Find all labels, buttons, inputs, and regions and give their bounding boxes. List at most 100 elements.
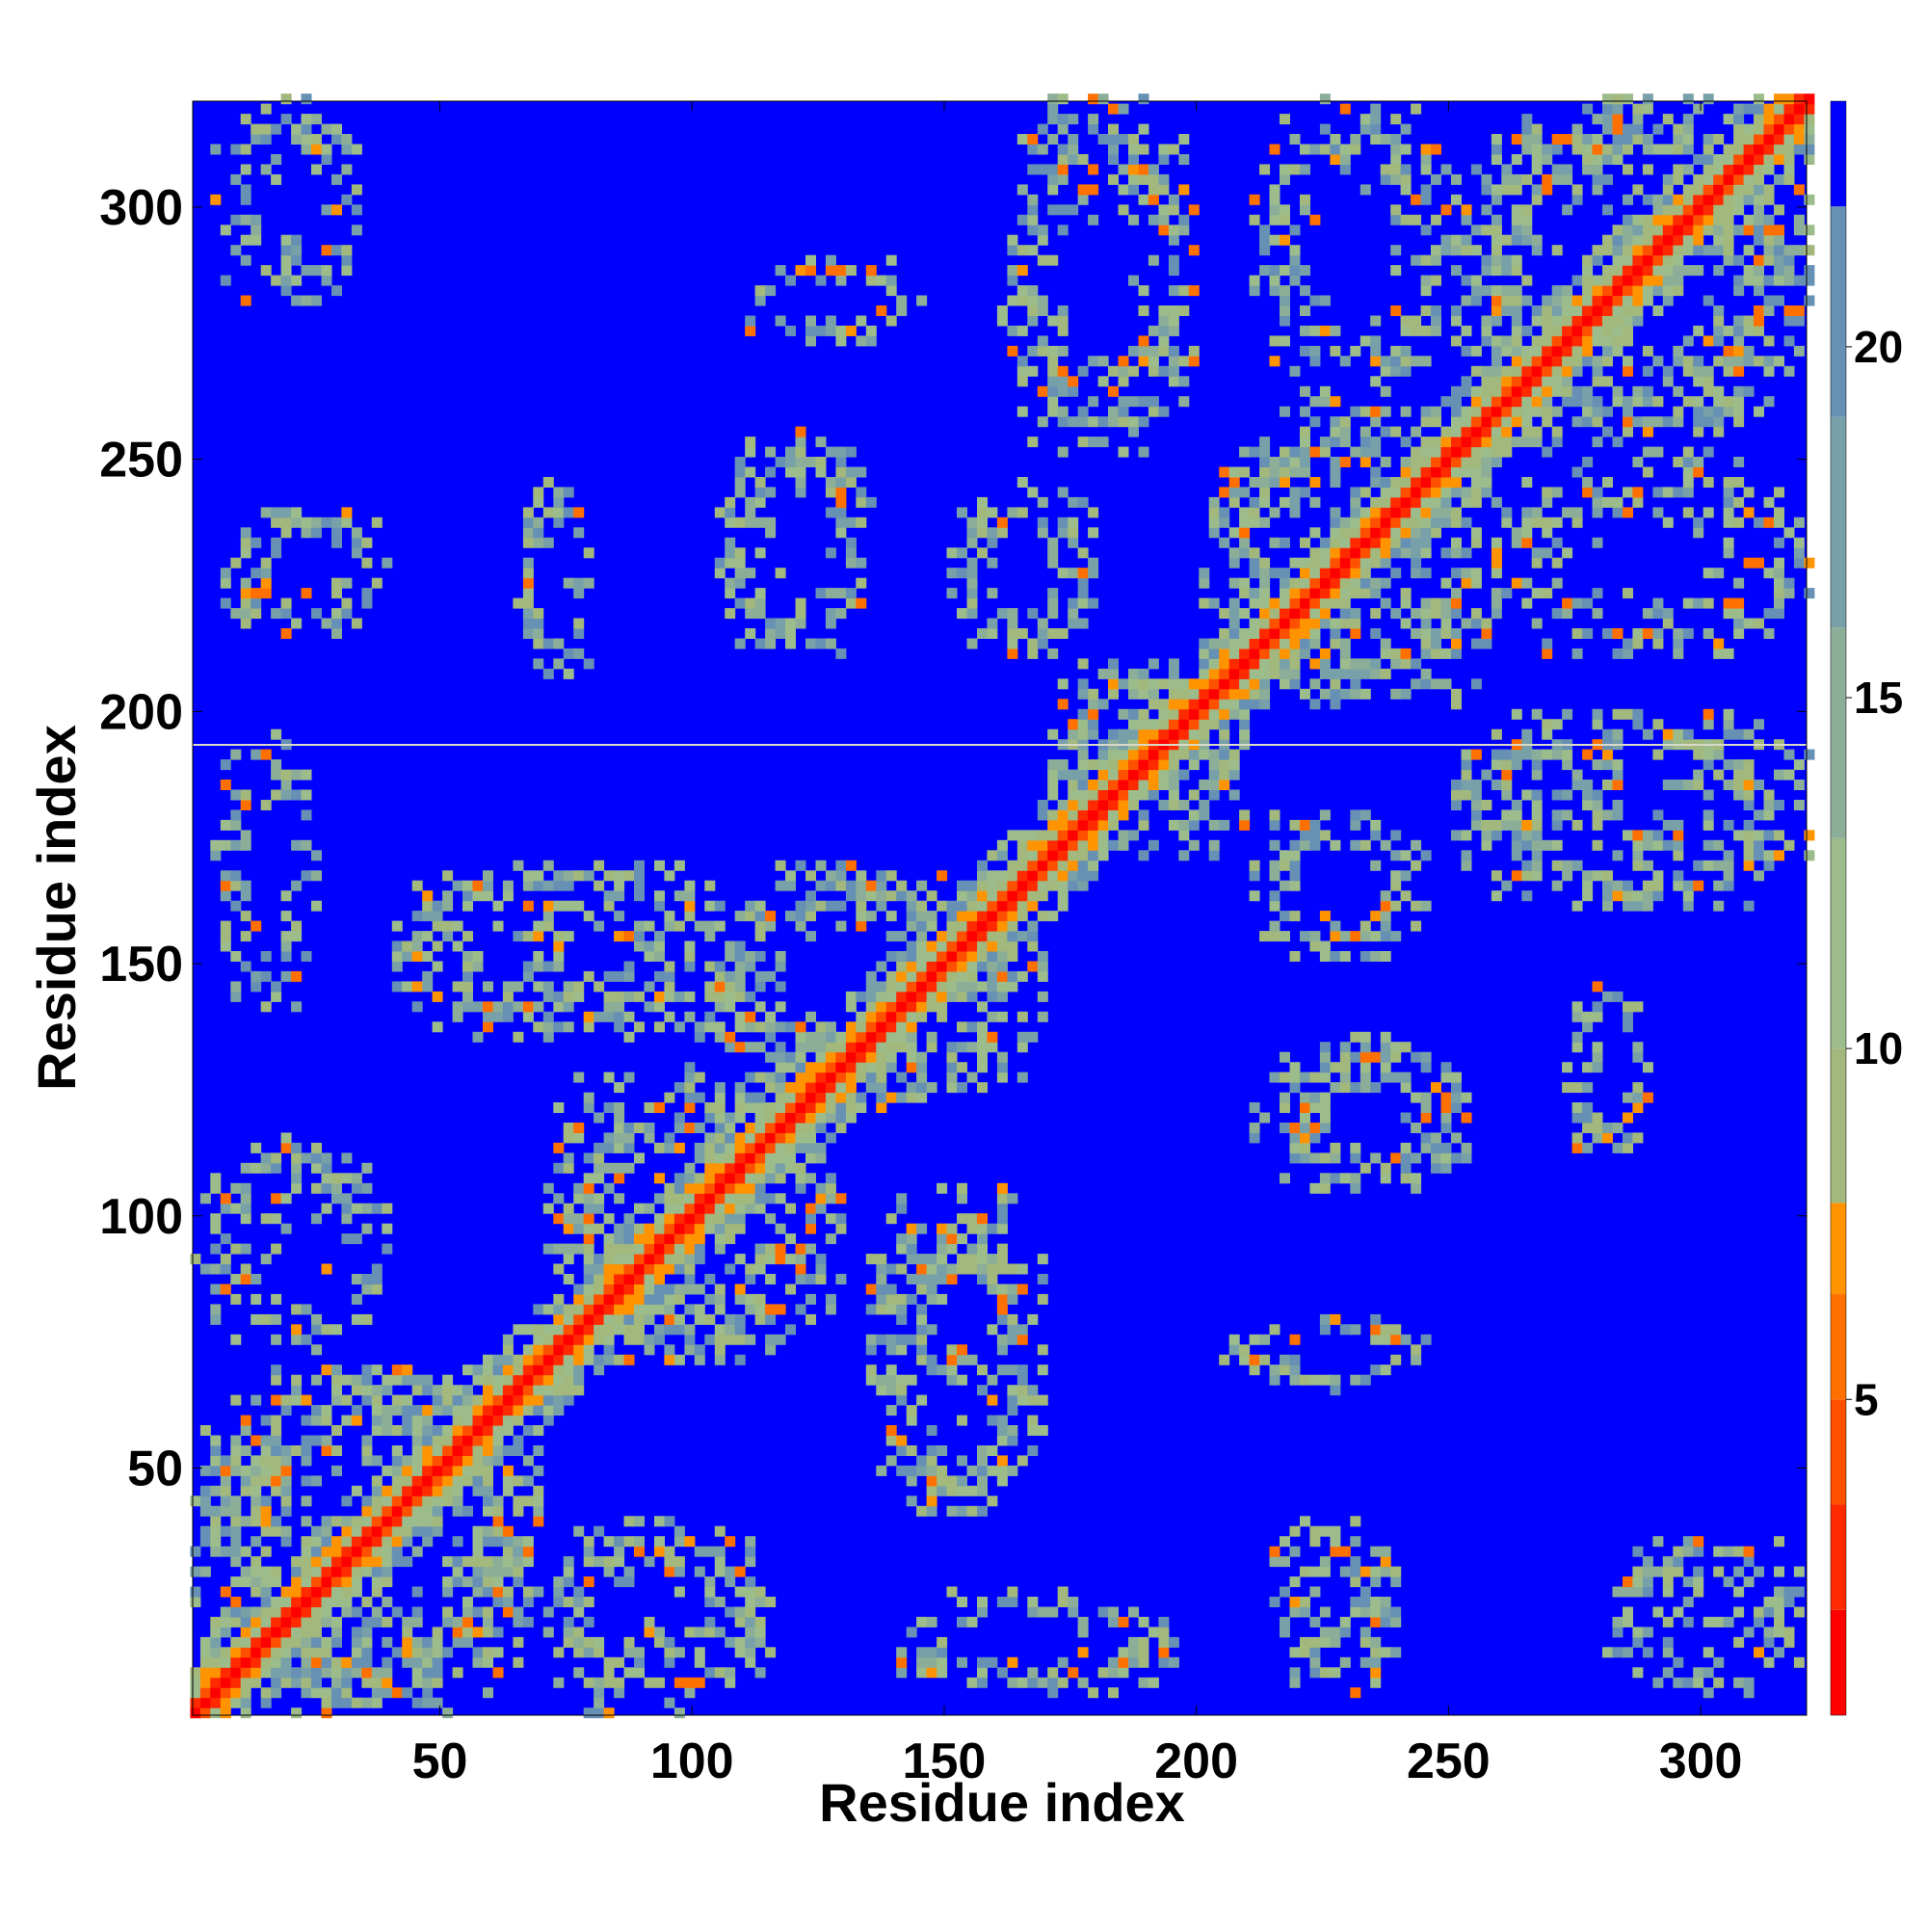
heatmap-cell: [1481, 446, 1492, 458]
heatmap-cell: [1481, 416, 1492, 428]
heatmap-cell: [371, 1677, 383, 1688]
heatmap-cell: [835, 920, 847, 932]
heatmap-cell: [1481, 819, 1492, 831]
heatmap-cell: [1300, 638, 1310, 649]
heatmap-cell: [1300, 830, 1310, 841]
heatmap-cell: [1359, 507, 1371, 518]
heatmap-cell: [311, 295, 322, 306]
heatmap-cell: [522, 961, 534, 972]
heatmap-cell: [815, 1274, 827, 1284]
heatmap-cell: [1178, 800, 1190, 810]
heatmap-cell: [845, 1102, 857, 1113]
heatmap-cell: [1208, 688, 1220, 700]
heatmap-cell: [583, 1182, 594, 1194]
heatmap-cell: [1420, 285, 1432, 297]
heatmap-cell: [1420, 457, 1432, 467]
heatmap-cell: [1501, 749, 1513, 760]
heatmap-cell: [1128, 173, 1139, 185]
heatmap-cell: [966, 516, 978, 528]
heatmap-cell: [664, 1213, 675, 1225]
heatmap-cell: [1138, 1677, 1149, 1688]
heatmap-cell: [311, 1546, 322, 1557]
heatmap-cell: [321, 1647, 332, 1658]
heatmap-cell: [1380, 477, 1391, 488]
heatmap-cell: [896, 981, 908, 992]
heatmap-cell: [1431, 597, 1441, 609]
heatmap-cell: [1148, 214, 1159, 225]
heatmap-cell: [1158, 305, 1170, 316]
heatmap-cell: [714, 1092, 726, 1103]
heatmap-cell: [1420, 254, 1432, 266]
heatmap-cell: [483, 1616, 493, 1628]
heatmap-cell: [240, 880, 251, 891]
heatmap-cell: [301, 870, 312, 882]
heatmap-cell: [876, 1304, 887, 1315]
heatmap-cell: [1047, 385, 1059, 397]
heatmap-cell: [553, 1263, 565, 1275]
heatmap-cell: [422, 931, 434, 942]
heatmap-cell: [1269, 1374, 1280, 1386]
heatmap-cell: [472, 880, 484, 891]
heatmap-cell: [301, 114, 312, 125]
heatmap-cell: [765, 1304, 777, 1315]
heatmap-cell: [1259, 1112, 1271, 1124]
heatmap-cell: [190, 1667, 201, 1679]
heatmap-cell: [1380, 1546, 1391, 1557]
heatmap-cell: [240, 234, 251, 246]
heatmap-cell: [533, 1021, 544, 1033]
heatmap-cell: [745, 1011, 756, 1022]
heatmap-cell: [1521, 597, 1533, 609]
heatmap-cell: [371, 1203, 383, 1214]
heatmap-cell: [725, 1123, 736, 1133]
heatmap-cell: [1359, 446, 1371, 458]
heatmap-cell: [614, 1011, 625, 1022]
heatmap-cell: [987, 981, 998, 992]
heatmap-cell: [1411, 678, 1422, 690]
heatmap-cell: [1269, 356, 1280, 367]
heatmap-cell: [411, 1697, 423, 1708]
heatmap-cell: [1309, 1656, 1321, 1668]
heatmap-cell: [1068, 880, 1079, 891]
heatmap-cell: [271, 1162, 282, 1174]
heatmap-cell: [1461, 426, 1472, 437]
heatmap-cell: [280, 1465, 292, 1476]
heatmap-cell: [1562, 385, 1573, 397]
heatmap-cell: [1199, 577, 1210, 589]
heatmap-cell: [1228, 749, 1240, 760]
heatmap-cell: [1309, 588, 1321, 599]
heatmap-cell: [1411, 487, 1422, 498]
heatmap-cell: [1470, 577, 1482, 589]
heatmap-cell: [382, 1677, 393, 1688]
heatmap-cell: [1138, 769, 1149, 781]
heatmap-cell: [1350, 819, 1361, 831]
heatmap-cell: [1359, 1374, 1371, 1386]
heatmap-cell: [825, 1132, 836, 1144]
heatmap-cell: [351, 618, 362, 629]
heatmap-cell: [260, 1576, 272, 1588]
heatmap-cell: [1057, 830, 1069, 841]
heatmap-cell: [271, 1677, 282, 1688]
heatmap-cell: [815, 325, 827, 336]
heatmap-cell: [542, 991, 554, 1002]
heatmap-cell: [513, 1606, 524, 1618]
heatmap-cell: [331, 1556, 342, 1568]
heatmap-cell: [240, 1445, 251, 1456]
heatmap-cell: [1249, 194, 1260, 205]
heatmap-cell: [1491, 265, 1502, 277]
heatmap-cell: [533, 961, 544, 972]
heatmap-cell: [1269, 608, 1280, 620]
heatmap-cell: [371, 1394, 383, 1406]
heatmap-cell: [1259, 618, 1271, 629]
heatmap-cell: [1007, 890, 1018, 902]
heatmap-cell: [1390, 1616, 1402, 1628]
heatmap-cell: [906, 1243, 917, 1255]
heatmap-cell: [1330, 588, 1341, 599]
heatmap-cell: [937, 1475, 948, 1487]
heatmap-cell: [734, 1182, 746, 1194]
heatmap-cell: [1158, 719, 1170, 730]
heatmap-cell: [1228, 759, 1240, 771]
heatmap-cell: [1259, 557, 1271, 569]
heatmap-cell: [1551, 819, 1563, 831]
heatmap-cell: [673, 1203, 685, 1214]
heatmap-cell: [1138, 678, 1149, 690]
